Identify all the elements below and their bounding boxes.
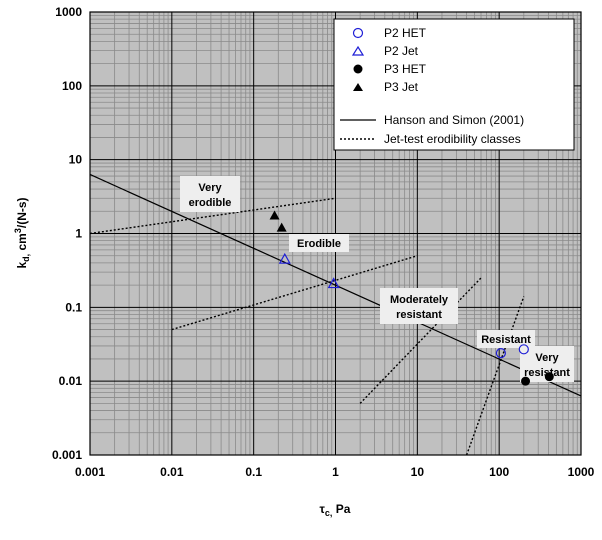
y-tick-label: 0.1 [65,300,82,314]
x-tick-labels: 0.001 0.01 0.1 1 10 100 1000 [75,465,595,479]
legend-label-p2-jet: P2 Jet [384,44,419,58]
annotation-moderately-resistant: Moderately resistant [380,288,458,324]
y-axis-label-exponent: 3 [13,228,23,233]
x-tick-label: 0.1 [245,465,262,479]
annotation-very-resistant-line1: Very [535,352,559,364]
erodibility-class-boundary [359,277,482,404]
y-tick-label: 10 [69,153,83,167]
annotation-very-erodible: Very erodible [180,176,240,212]
p3-jet-point [269,210,280,220]
hanson-simon-line [89,173,582,397]
legend-marker-p3-jet [353,83,363,91]
x-axis-label-tau: τ [320,502,326,516]
annotation-moderately-resistant-line2: resistant [396,309,442,321]
annotation-erodible-text: Erodible [297,238,341,250]
legend-label-p2-het: P2 HET [384,26,427,40]
legend-label-p3-jet: P3 Jet [384,80,419,94]
legend-label-p3-het: P3 HET [384,62,427,76]
annotation-very-erodible-line1: Very [198,182,222,194]
y-tick-label: 1000 [55,5,82,19]
legend-label-jet-classes: Jet-test erodibility classes [384,132,521,146]
y-tick-label: 0.01 [59,374,83,388]
legend: P2 HET P2 Jet P3 HET P3 Jet Hanson and S… [333,18,575,151]
annotation-moderately-resistant-line1: Moderately [390,294,449,306]
x-axis-label-unit: Pa [332,502,350,516]
x-axis-label-subscript: c, [325,508,333,518]
y-tick-label: 100 [62,79,82,93]
data-points [269,210,554,386]
y-axis-label-tail: /(N-s) [15,197,29,228]
x-tick-label: 1000 [568,465,595,479]
erodibility-class-boundary [465,296,525,456]
p2-jet-point [278,252,291,264]
reference-curves [89,173,582,456]
x-tick-label: 10 [411,465,425,479]
x-axis-label: τc, Pa [320,502,351,518]
erodibility-class-boundary [171,255,418,331]
annotation-erodible: Erodible [289,234,349,252]
y-tick-label: 1 [75,227,82,241]
legend-marker-p3-het [353,64,363,74]
y-axis-label-subscript: d, [21,254,31,262]
annotation-resistant-text: Resistant [481,334,531,346]
legend-label-hanson-simon: Hanson and Simon (2001) [384,113,524,127]
erodibility-class-boundary [89,197,336,235]
legend-marker-p2-het [352,27,364,39]
x-tick-label: 0.001 [75,465,105,479]
y-axis-label: kd, cm3/(N-s) [13,197,31,268]
p3-het-point [544,372,554,382]
p2-het-point [518,344,529,355]
y-axis-label-cm: cm [15,233,29,254]
y-axis-label-k: k [15,262,29,269]
x-tick-label: 100 [489,465,509,479]
p2-jet-point [327,277,340,289]
plot-border [89,11,582,456]
legend-marker-p2-jet [351,45,365,56]
x-tick-label: 1 [332,465,339,479]
p3-jet-point [276,222,287,232]
y-tick-label: 0.001 [52,448,82,462]
annotation-resistant: Resistant [477,330,535,348]
annotation-very-erodible-line2: erodible [189,197,232,209]
p3-het-point [521,376,531,386]
p2-het-point [495,347,507,359]
x-tick-label: 0.01 [160,465,184,479]
y-tick-labels: 0.001 0.01 0.1 1 10 100 1000 [52,5,82,462]
